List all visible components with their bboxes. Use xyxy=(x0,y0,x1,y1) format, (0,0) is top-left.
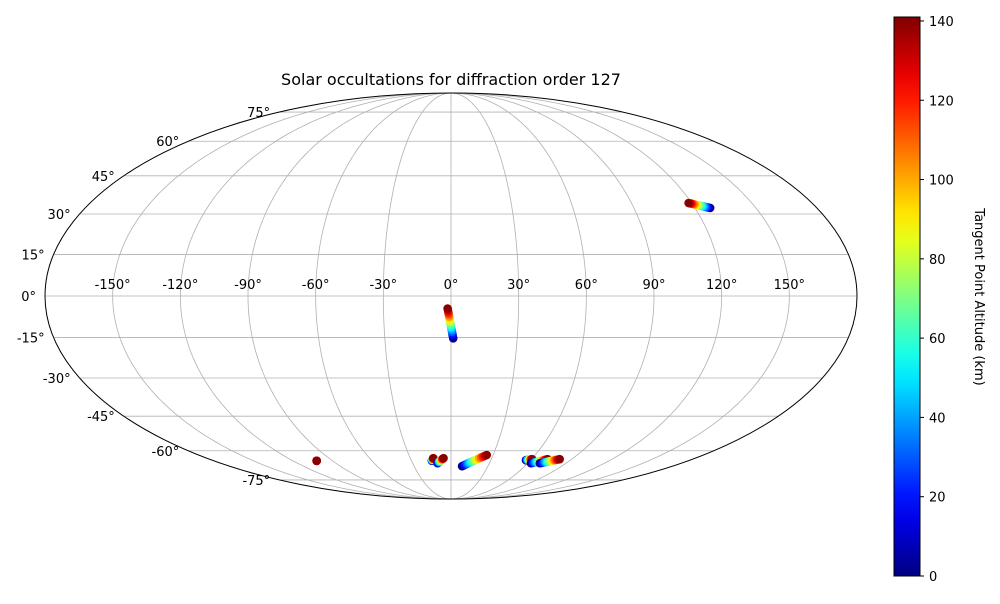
longitude-tick-label: -60° xyxy=(302,278,330,293)
colorbar-gradient xyxy=(893,16,921,577)
latitude-tick-label: 0° xyxy=(21,290,36,305)
chart-title: Solar occultations for diffraction order… xyxy=(281,70,621,89)
longitude-gridline xyxy=(382,93,452,499)
longitude-tick-label: 150° xyxy=(774,278,805,293)
longitude-tick-label: 90° xyxy=(642,278,665,293)
map-boundary xyxy=(44,92,858,500)
occultation-point xyxy=(555,454,564,464)
occultation-point xyxy=(443,304,452,313)
occultation-track xyxy=(535,454,564,468)
latitude-tick-label: -75° xyxy=(242,474,270,489)
colorbar-tick-label: 40 xyxy=(929,411,946,426)
occultation-track xyxy=(312,456,321,466)
colorbar-tick-label: 140 xyxy=(929,15,954,30)
occultation-track xyxy=(443,304,458,343)
occultation-track xyxy=(433,453,448,468)
latitude-tick-label: -45° xyxy=(87,410,115,425)
latitude-tick-label: 45° xyxy=(92,170,115,185)
longitude-gridline xyxy=(112,93,452,499)
map-tick-labels: -150° -120° -90° -60° -30° 0° 30° 60° 90° 120° 150… xyxy=(17,106,805,489)
longitude-gridline xyxy=(450,93,655,499)
latitude-tick-label: -15° xyxy=(17,332,45,347)
occultation-points xyxy=(312,198,715,471)
occultation-track xyxy=(427,453,438,466)
colorbar-tick-label: 80 xyxy=(929,253,946,268)
longitude-gridline xyxy=(450,93,587,499)
longitude-tick-label: -30° xyxy=(369,278,397,293)
latitude-tick-label: -30° xyxy=(43,372,71,387)
colorbar-tick-label: 60 xyxy=(929,332,946,347)
longitude-tick-label: -120° xyxy=(162,278,198,293)
occultation-point xyxy=(439,453,448,463)
longitude-tick-label: 0° xyxy=(444,278,459,293)
longitude-tick-label: 120° xyxy=(706,278,737,293)
occultation-point xyxy=(684,198,693,208)
colorbar-tick-label: 0 xyxy=(929,570,937,585)
latitude-tick-label: 75° xyxy=(247,106,270,121)
latitude-tick-label: 30° xyxy=(48,208,71,223)
occultation-point xyxy=(482,450,492,460)
longitude-tick-label: 60° xyxy=(575,278,598,293)
colorbar-tick-label: 120 xyxy=(929,94,954,109)
latitude-tick-label: 60° xyxy=(156,135,179,150)
longitude-tick-label: -90° xyxy=(234,278,262,293)
latitude-tick-label: -60° xyxy=(152,445,180,460)
longitude-gridline xyxy=(179,93,452,499)
latitude-tick-label: 15° xyxy=(22,248,45,263)
longitude-gridline xyxy=(450,93,723,499)
colorbar-tick-label: 20 xyxy=(929,491,946,506)
colorbar-label: Tangent Point Altitude (km) xyxy=(971,207,986,385)
occultation-track xyxy=(457,450,492,471)
longitude-gridline xyxy=(315,93,452,499)
longitude-gridline xyxy=(450,93,790,499)
longitude-tick-label: 30° xyxy=(507,278,530,293)
longitude-gridline xyxy=(450,93,520,499)
colorbar: 0 20 40 60 80 100 120 140 xyxy=(893,15,954,585)
occultation-track xyxy=(684,198,715,213)
longitude-tick-label: -150° xyxy=(95,278,131,293)
occultation-point xyxy=(312,456,321,466)
colorbar-tick-label: 100 xyxy=(929,174,954,189)
map-grid xyxy=(44,92,858,500)
longitude-gridline xyxy=(247,93,452,499)
